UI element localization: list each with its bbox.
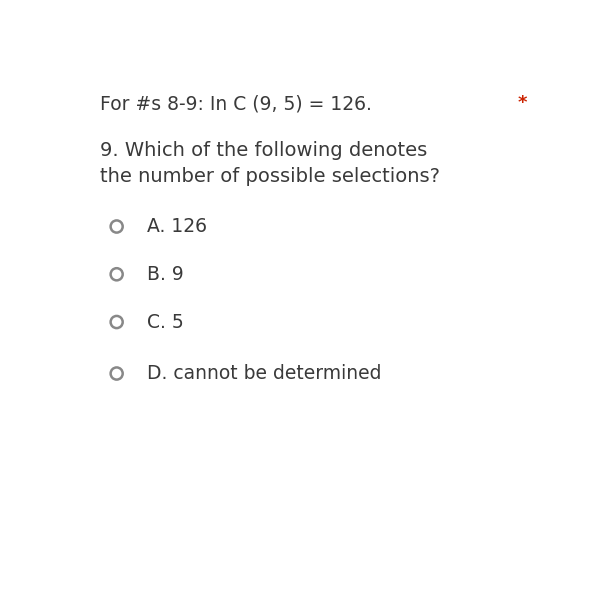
Text: 9. Which of the following denotes: 9. Which of the following denotes [101, 141, 428, 160]
Text: the number of possible selections?: the number of possible selections? [101, 167, 440, 185]
Text: For #s 8-9: In C (9, 5) = 126.: For #s 8-9: In C (9, 5) = 126. [101, 94, 373, 113]
Text: D. cannot be determined: D. cannot be determined [147, 364, 382, 383]
Text: A. 126: A. 126 [147, 217, 207, 236]
Text: *: * [518, 94, 528, 112]
Text: B. 9: B. 9 [147, 264, 183, 284]
Text: C. 5: C. 5 [147, 313, 183, 331]
